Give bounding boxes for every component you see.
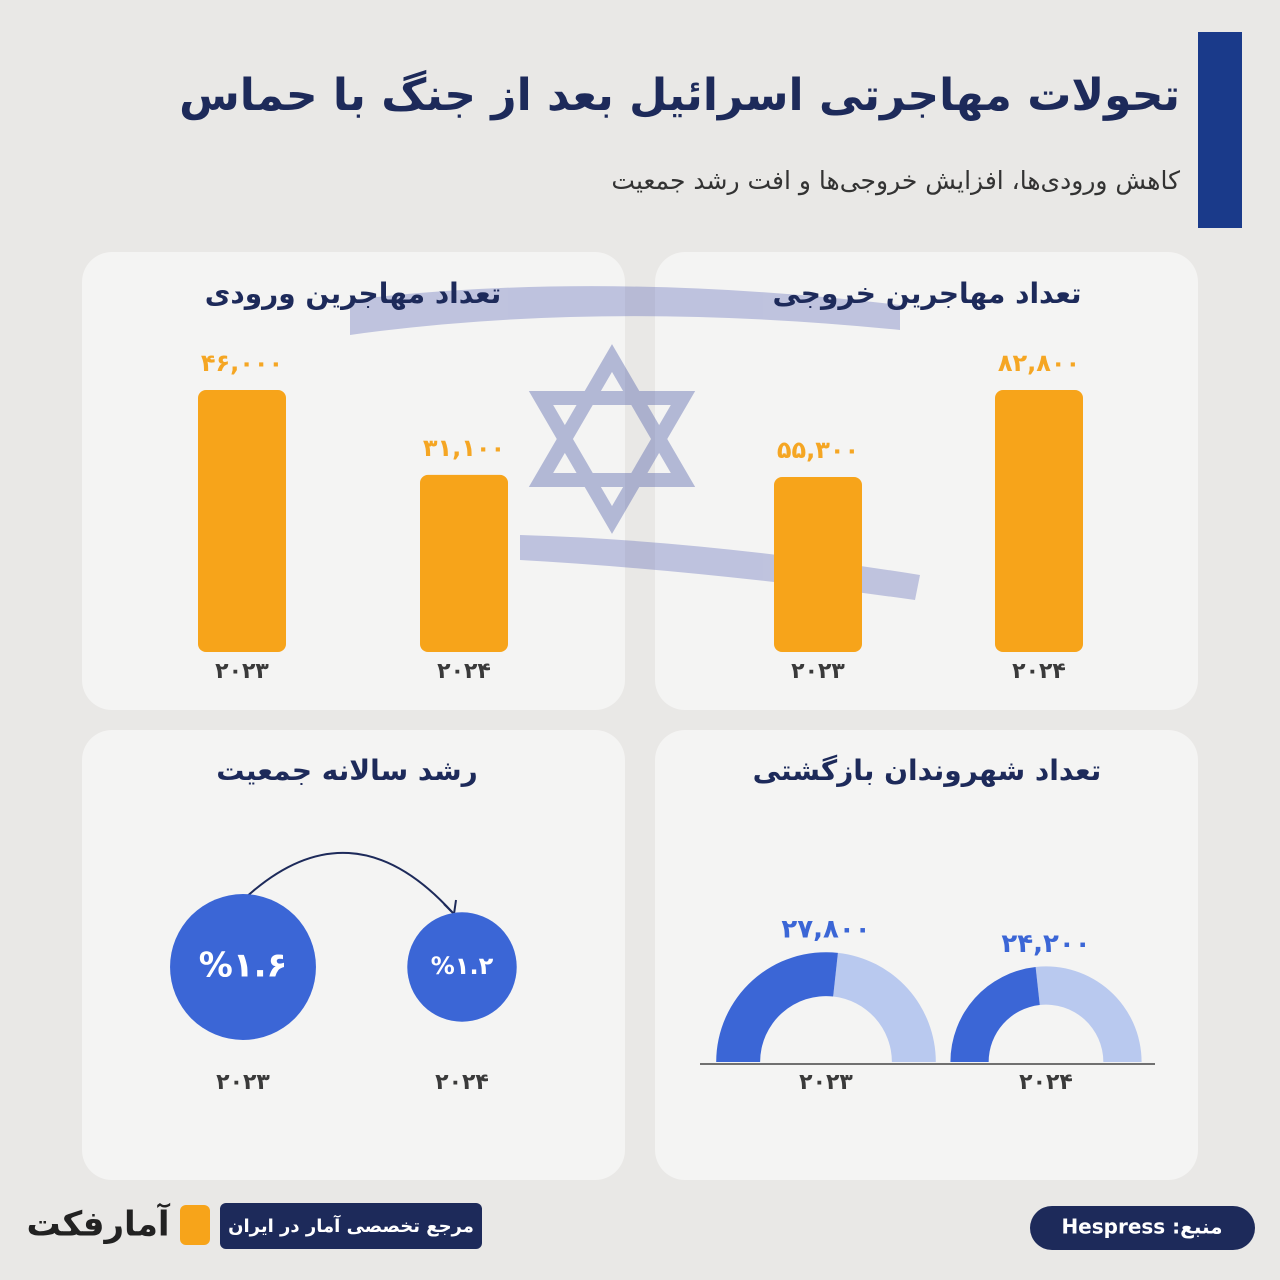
tagline: مرجع تخصصی آمار در ایران (228, 1214, 474, 1237)
bar (198, 390, 286, 652)
source-box (1030, 1206, 1255, 1250)
panel-title: تعداد مهاجرین خروجی (772, 277, 1081, 310)
arrow (242, 851, 453, 913)
bubble (170, 894, 316, 1040)
gauge-arc (950, 966, 1040, 1062)
panel-title: تعداد مهاجرین ورودی (205, 277, 502, 310)
tagline-box (220, 1203, 482, 1249)
value-label: ۳۱,۱۰۰ (423, 434, 505, 462)
x-tick-label: ۲۰۲۴ (435, 1070, 489, 1095)
bar (774, 477, 862, 652)
value-label: ۲۴,۲۰۰ (1001, 929, 1090, 959)
x-tick-label: ۲۰۲۳ (799, 1070, 853, 1095)
gauge-arc (716, 952, 838, 1062)
panel (82, 730, 625, 1180)
logo: آمارفکت (26, 1203, 170, 1245)
subtitle: کاهش ورودی‌ها، افزایش خروجی‌ها و افت رشد… (611, 166, 1180, 196)
accent-bar (1198, 32, 1242, 228)
value-label: ۵۵,۳۰۰ (777, 436, 859, 464)
bar (995, 390, 1083, 652)
panel-title: رشد سالانه جمعیت (216, 754, 478, 787)
x-tick-label: ۲۰۲۴ (1012, 659, 1066, 684)
x-tick-label: ۲۰۲۳ (791, 659, 845, 684)
logo-icon (180, 1205, 210, 1245)
value-label: ۲۷,۸۰۰ (781, 915, 870, 945)
title: تحولات مهاجرتی اسرائیل بعد از جنگ با حما… (179, 70, 1180, 121)
panel (655, 730, 1198, 1180)
x-tick-label: ۲۰۲۴ (437, 659, 491, 684)
x-tick-label: ۲۰۲۳ (216, 1070, 270, 1095)
gauge-track (1035, 966, 1142, 1062)
panel-title: تعداد شهروندان بازگشتی (753, 754, 1102, 787)
value-label: %۱.۶ (199, 946, 288, 986)
x-tick-label: ۲۰۲۴ (1019, 1070, 1073, 1095)
source: منبع: Hespress (1061, 1215, 1222, 1239)
value-label: %۱.۲ (431, 952, 494, 980)
bar (420, 474, 508, 652)
x-tick-label: ۲۰۲۳ (215, 659, 269, 684)
value-label: ۴۶,۰۰۰ (201, 349, 283, 377)
value-label: ۸۲,۸۰۰ (998, 349, 1080, 377)
gauge-track (833, 952, 936, 1062)
panel (655, 252, 1198, 710)
bubble (407, 912, 517, 1022)
